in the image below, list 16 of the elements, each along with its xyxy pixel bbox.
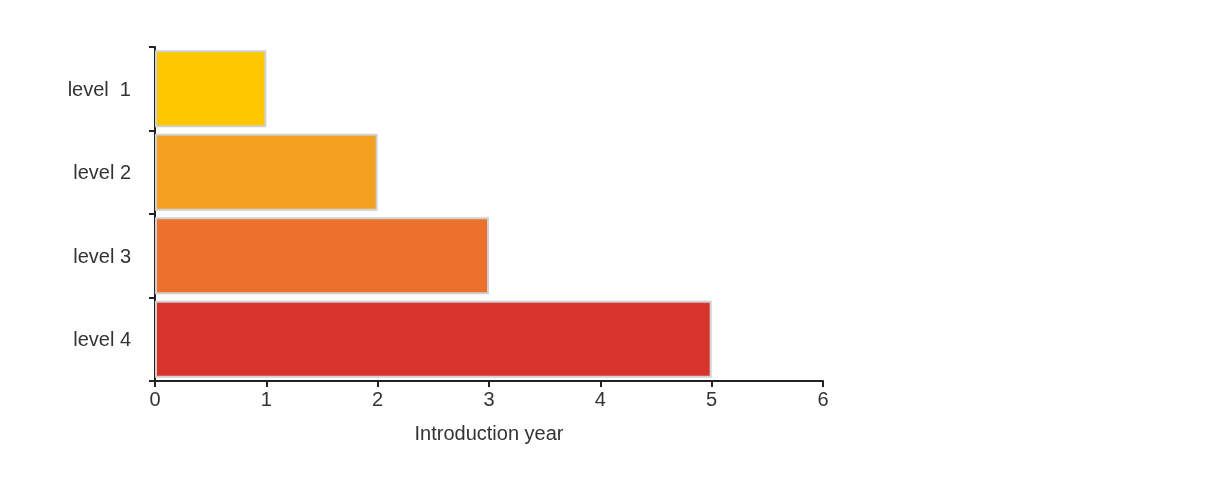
y-tick-label: level 3 (73, 244, 131, 267)
x-tick-label: 3 (483, 388, 495, 410)
x-tick-label: 6 (817, 388, 829, 410)
y-tick-label: level 1 (67, 77, 131, 100)
x-tick-label: 2 (372, 388, 384, 410)
bar (155, 300, 712, 378)
x-tick-label: 4 (594, 388, 606, 410)
bar (155, 133, 378, 211)
y-tick-label: level 2 (73, 161, 131, 184)
x-tick-label: 1 (260, 388, 272, 410)
bar (155, 50, 267, 128)
y-tick-label: level 4 (73, 328, 131, 351)
bar (155, 217, 489, 295)
x-axis-title: Introduction year (414, 422, 564, 444)
x-tick-label: 5 (706, 388, 718, 410)
x-tick-label: 0 (149, 388, 161, 410)
